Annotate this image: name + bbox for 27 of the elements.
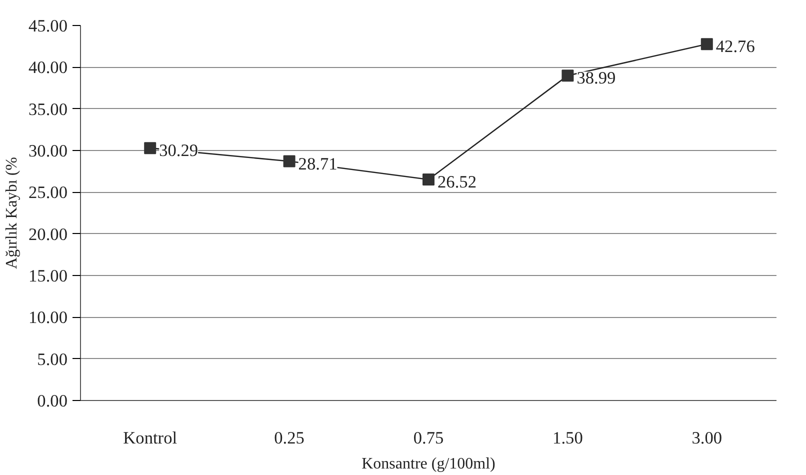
point <box>700 38 713 50</box>
y-tick-label: 0.00 <box>37 392 68 410</box>
y-tick-label: 25.00 <box>28 183 68 202</box>
x-tick-label: 0.25 <box>274 428 304 448</box>
data-label: 30.29 <box>159 141 198 160</box>
x-tick-label: Kontrol <box>123 428 178 448</box>
x-tick-label: 1.50 <box>552 428 583 448</box>
point <box>422 174 434 186</box>
y-tick-label: 5.00 <box>37 350 68 369</box>
x-tick-label: 3.00 <box>692 428 722 448</box>
y-tick-label: 10.00 <box>28 308 68 328</box>
data-label: 28.71 <box>298 154 338 174</box>
y-tick-label: 15.00 <box>28 266 68 286</box>
data-label: 38.99 <box>576 68 616 88</box>
data-label: 26.52 <box>438 172 476 192</box>
y-tick-label: 40.00 <box>28 58 68 78</box>
x-axis-title: Konsantre (g/100ml) <box>362 456 496 472</box>
data-label: 42.76 <box>716 37 756 56</box>
point <box>144 142 156 154</box>
x-tick-label: 0.75 <box>413 428 444 448</box>
point <box>283 155 296 168</box>
point <box>562 70 574 82</box>
y-tick-label: 30.00 <box>28 142 68 160</box>
y-tick-label: 20.00 <box>28 224 68 244</box>
y-tick-label: 35.00 <box>28 100 68 119</box>
y-tick-label: 45.00 <box>28 16 68 36</box>
y-axis-title: Ağırlık Kaybı (% <box>4 157 21 269</box>
